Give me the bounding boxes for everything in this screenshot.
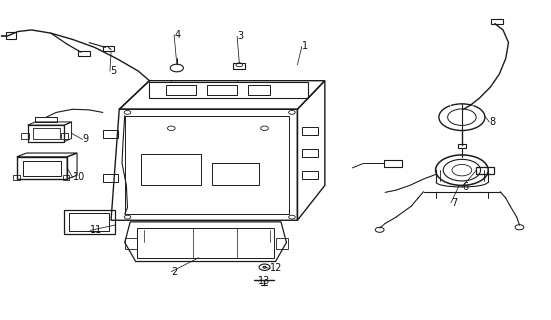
Bar (103, 174, 118, 182)
Bar (233, 63, 245, 69)
Bar (78, 51, 90, 56)
Text: 9: 9 (83, 134, 89, 144)
Text: 4: 4 (174, 30, 180, 40)
Bar (23, 161, 61, 176)
Text: 6: 6 (462, 182, 468, 192)
Bar (64, 210, 115, 234)
Text: 3: 3 (237, 31, 243, 41)
Bar (63, 175, 69, 180)
Text: 8: 8 (489, 117, 495, 127)
Bar (384, 160, 402, 167)
Bar (33, 128, 60, 140)
Bar (302, 149, 318, 157)
Bar (213, 163, 259, 185)
Text: 5: 5 (110, 66, 116, 76)
Bar (302, 171, 318, 179)
Bar (35, 117, 57, 122)
Bar (21, 133, 29, 140)
Bar (6, 32, 15, 39)
Bar (457, 144, 466, 148)
Bar (125, 238, 137, 249)
Text: 13: 13 (258, 276, 270, 286)
Bar (166, 85, 196, 95)
Bar (103, 130, 118, 138)
Bar (103, 46, 114, 51)
Bar (149, 82, 309, 98)
Text: 12: 12 (270, 263, 283, 274)
Bar (476, 167, 494, 174)
Bar (276, 238, 288, 249)
Bar (207, 85, 237, 95)
Bar (302, 127, 318, 135)
Text: 2: 2 (171, 267, 177, 277)
Text: 11: 11 (90, 225, 102, 236)
Bar (61, 133, 68, 140)
Bar (491, 19, 503, 24)
Text: 10: 10 (73, 172, 85, 182)
Bar (248, 85, 270, 95)
Text: 1: 1 (302, 41, 308, 52)
Bar (137, 228, 274, 258)
Text: 7: 7 (451, 198, 457, 208)
Bar (69, 213, 110, 231)
Bar (141, 154, 202, 185)
Bar (13, 175, 20, 180)
